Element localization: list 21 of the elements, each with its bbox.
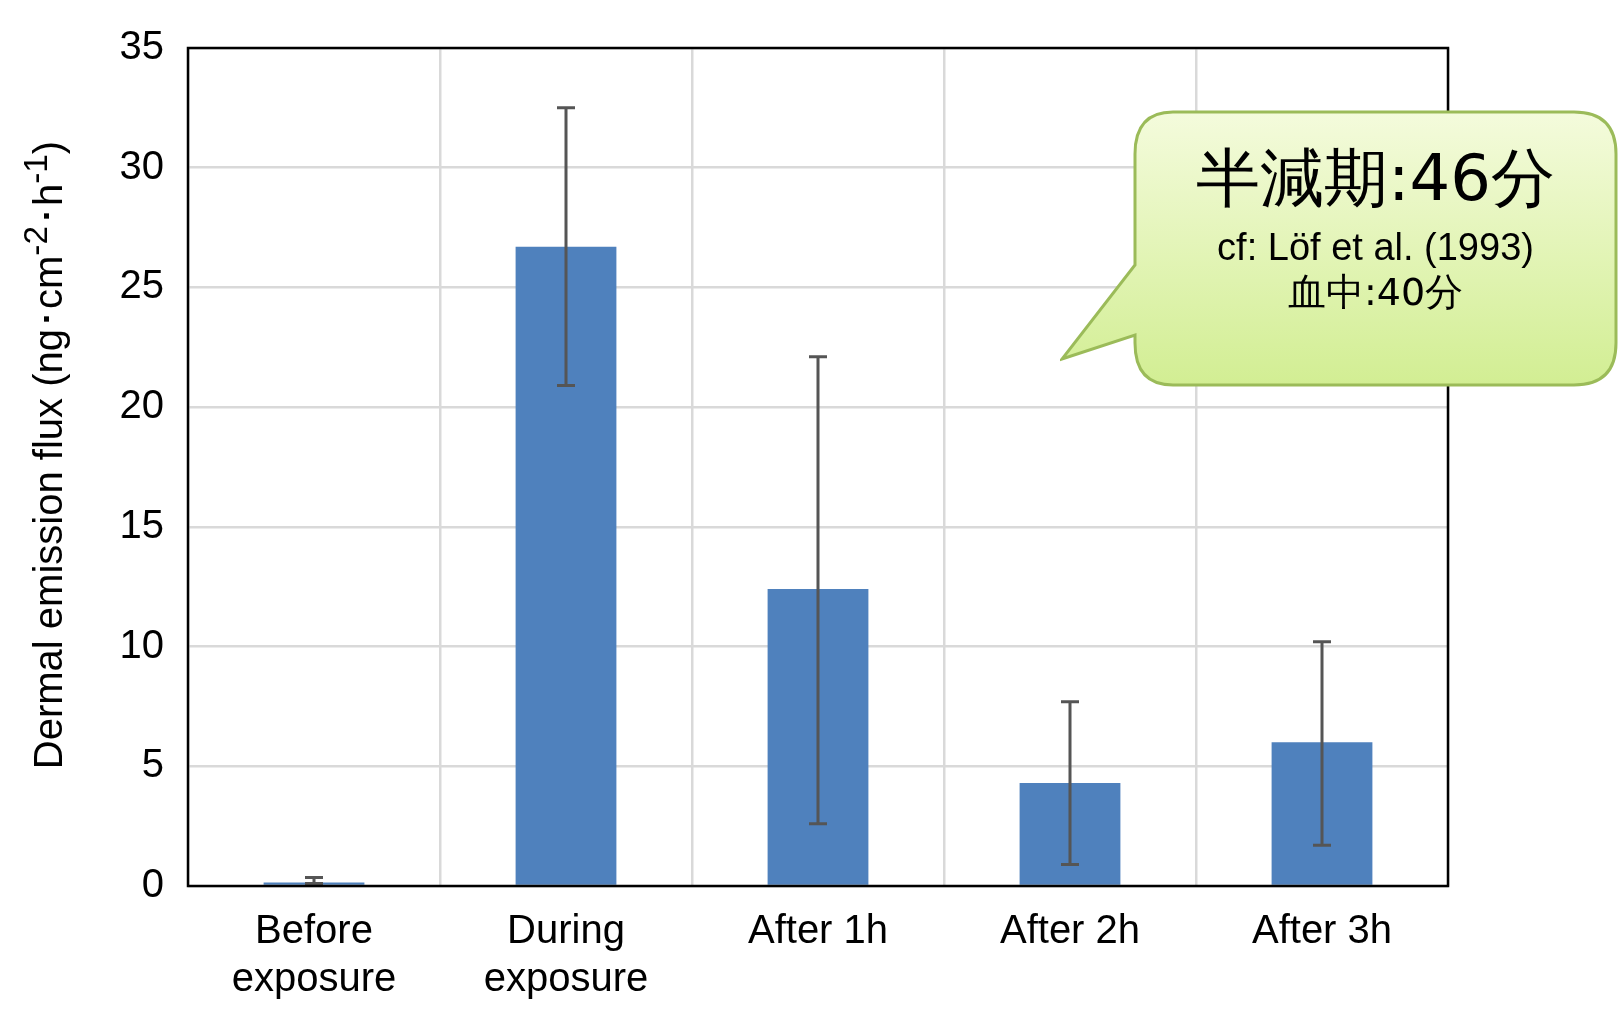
y-tick-label: 20 <box>119 382 164 427</box>
bar <box>1271 742 1373 885</box>
x-tick-label: Before exposure <box>231 907 397 1000</box>
y-tick-label: 10 <box>119 621 164 666</box>
bar <box>767 589 869 885</box>
annotation: cf: Löf et al. (1993) <box>1216 224 1535 270</box>
y-tick-label: 25 <box>119 262 164 307</box>
y-tick-label: 5 <box>141 741 164 786</box>
y-tick-label: 30 <box>119 142 164 187</box>
x-tick-label: After 1h <box>747 907 889 952</box>
y-tick-label: 15 <box>119 501 164 546</box>
bar <box>1019 783 1121 885</box>
speech-bubble: 半減期:46分 cf: Löf et al. (1993) 血中:40分 <box>1060 110 1618 387</box>
bar <box>515 246 617 885</box>
x-tick-label: After 2h <box>999 907 1141 952</box>
annotation: 血中:40分 <box>1286 270 1465 316</box>
x-tick-label: During exposure <box>483 907 649 1000</box>
x-tick-label: After 3h <box>1251 907 1393 952</box>
annotation: 半減期:46分 <box>1195 140 1556 217</box>
y-tick-label: 35 <box>119 23 164 68</box>
y-tick-label: 0 <box>141 861 164 906</box>
